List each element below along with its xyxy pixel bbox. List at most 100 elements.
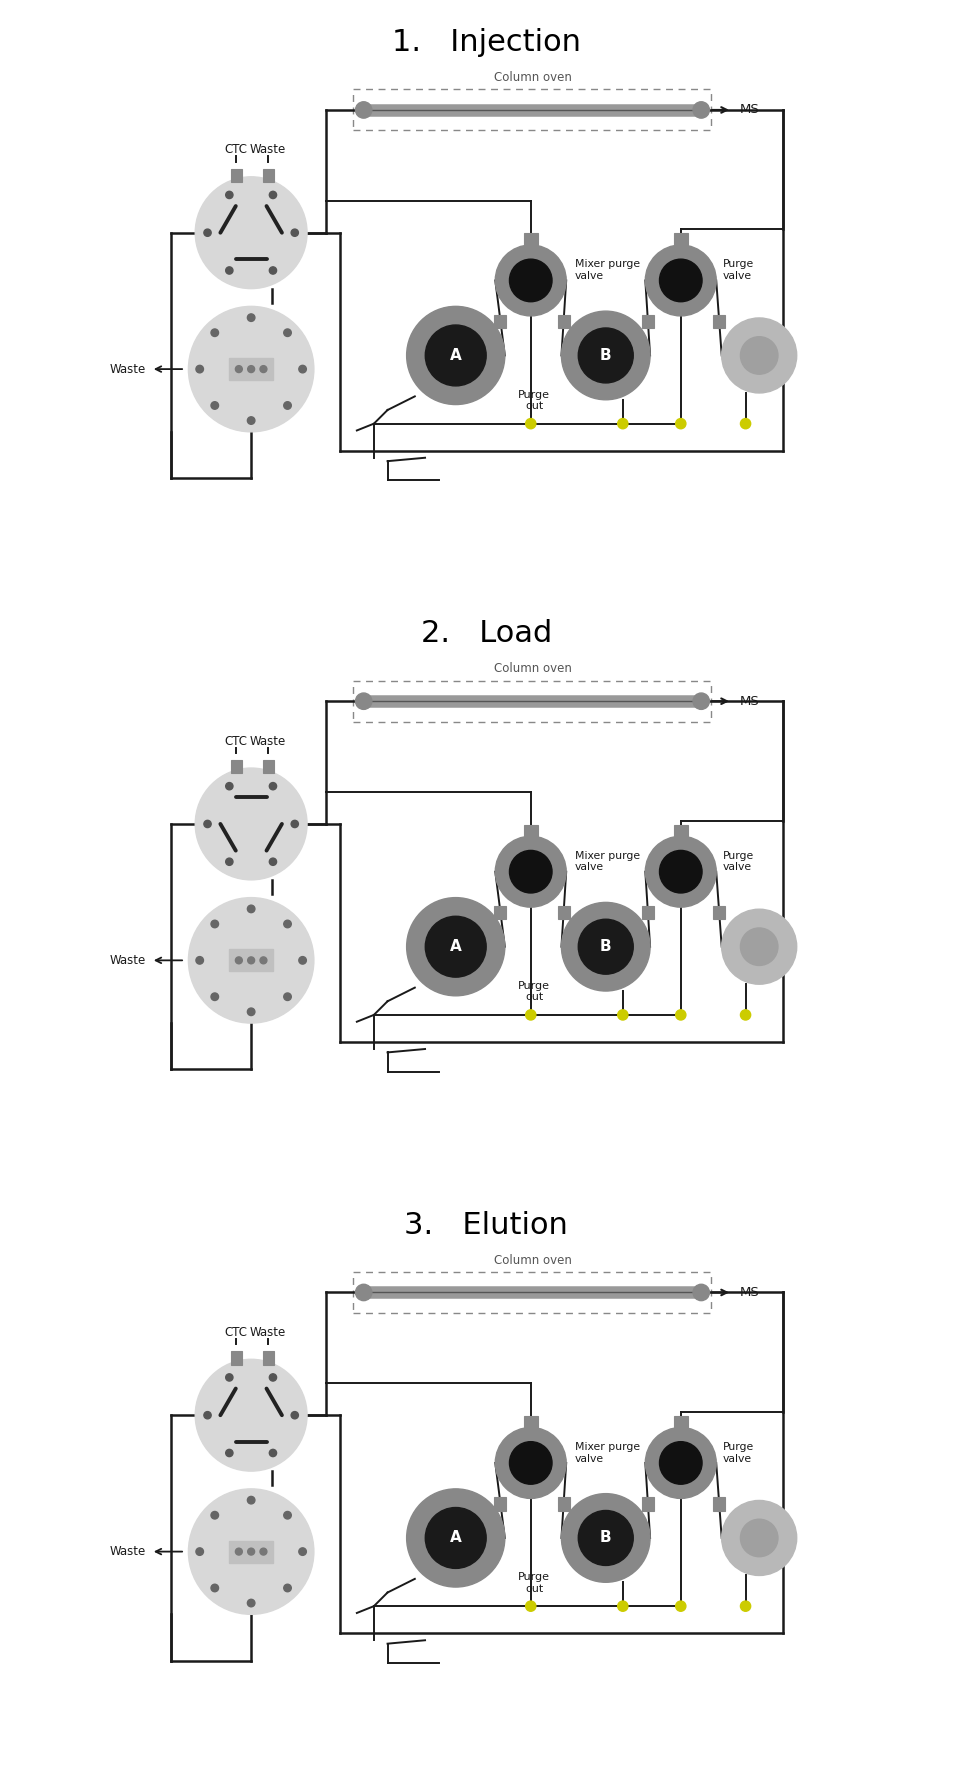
- Bar: [524, 1415, 537, 1431]
- Bar: [262, 1351, 274, 1365]
- Circle shape: [211, 329, 219, 336]
- Circle shape: [693, 692, 710, 710]
- Circle shape: [741, 419, 750, 429]
- Circle shape: [299, 365, 306, 372]
- Bar: [674, 233, 687, 249]
- Text: 2.   Load: 2. Load: [421, 619, 552, 648]
- Bar: [674, 825, 687, 839]
- Text: MS: MS: [741, 694, 760, 708]
- Text: B: B: [600, 939, 612, 954]
- Circle shape: [226, 859, 233, 866]
- Circle shape: [196, 957, 203, 964]
- Circle shape: [741, 928, 778, 966]
- Circle shape: [226, 1449, 233, 1456]
- Circle shape: [722, 1501, 797, 1576]
- Circle shape: [299, 957, 306, 964]
- Bar: [712, 315, 725, 327]
- Circle shape: [676, 419, 686, 429]
- Circle shape: [284, 993, 291, 1000]
- Circle shape: [235, 1547, 242, 1555]
- Text: Waste: Waste: [110, 954, 146, 966]
- Circle shape: [196, 1547, 203, 1555]
- Circle shape: [196, 177, 307, 288]
- Circle shape: [284, 403, 291, 410]
- Circle shape: [509, 1442, 552, 1485]
- Circle shape: [578, 1510, 633, 1565]
- Circle shape: [248, 365, 255, 372]
- Text: 1.   Injection: 1. Injection: [392, 29, 581, 57]
- Bar: [230, 1351, 242, 1365]
- Bar: [642, 1497, 653, 1510]
- Circle shape: [269, 1374, 277, 1381]
- Text: Waste: Waste: [250, 735, 287, 748]
- Text: Mixer purge
valve: Mixer purge valve: [575, 1442, 640, 1463]
- Circle shape: [561, 311, 650, 399]
- Circle shape: [659, 259, 702, 302]
- Text: 3.   Elution: 3. Elution: [405, 1211, 568, 1240]
- Circle shape: [189, 898, 314, 1023]
- Circle shape: [578, 327, 633, 383]
- Circle shape: [269, 859, 277, 866]
- Text: Waste: Waste: [250, 143, 287, 156]
- Circle shape: [509, 850, 552, 893]
- Circle shape: [355, 1285, 372, 1301]
- Circle shape: [407, 1488, 505, 1587]
- Circle shape: [425, 916, 486, 977]
- Text: A: A: [450, 347, 462, 363]
- Circle shape: [269, 267, 277, 274]
- Text: Purge
out: Purge out: [518, 980, 550, 1002]
- Circle shape: [526, 1601, 536, 1612]
- Circle shape: [646, 1428, 716, 1499]
- Bar: [674, 1415, 687, 1431]
- Bar: [494, 315, 506, 327]
- Circle shape: [425, 326, 486, 386]
- Circle shape: [235, 365, 242, 372]
- Circle shape: [211, 920, 219, 928]
- Bar: [229, 1540, 273, 1562]
- Circle shape: [646, 835, 716, 907]
- Text: Column oven: Column oven: [494, 662, 571, 674]
- Bar: [230, 168, 242, 182]
- Circle shape: [284, 920, 291, 928]
- Circle shape: [526, 1009, 536, 1020]
- Circle shape: [211, 1585, 219, 1592]
- Circle shape: [407, 306, 505, 404]
- Circle shape: [291, 821, 298, 828]
- Circle shape: [509, 259, 552, 302]
- Circle shape: [284, 1585, 291, 1592]
- Circle shape: [196, 365, 203, 372]
- Circle shape: [226, 782, 233, 789]
- Circle shape: [659, 1442, 702, 1485]
- Circle shape: [196, 767, 307, 880]
- Circle shape: [260, 957, 267, 964]
- Circle shape: [226, 191, 233, 199]
- Circle shape: [496, 835, 566, 907]
- Text: Column oven: Column oven: [494, 1254, 571, 1267]
- Bar: [229, 950, 273, 971]
- Circle shape: [269, 191, 277, 199]
- Text: Purge
valve: Purge valve: [723, 259, 754, 281]
- Circle shape: [741, 1009, 750, 1020]
- Text: MS: MS: [741, 104, 760, 116]
- Circle shape: [269, 782, 277, 789]
- Text: Purge
out: Purge out: [518, 390, 550, 411]
- Bar: [712, 905, 725, 920]
- Circle shape: [291, 229, 298, 236]
- Circle shape: [676, 1009, 686, 1020]
- Circle shape: [741, 1519, 778, 1556]
- Bar: [712, 1497, 725, 1510]
- Circle shape: [204, 821, 211, 828]
- Circle shape: [693, 102, 710, 118]
- Text: Purge
out: Purge out: [518, 1573, 550, 1594]
- Circle shape: [284, 329, 291, 336]
- Bar: [229, 358, 273, 379]
- Bar: [262, 760, 274, 773]
- Circle shape: [284, 1512, 291, 1519]
- Circle shape: [561, 1494, 650, 1581]
- Bar: [524, 233, 537, 249]
- Circle shape: [659, 850, 702, 893]
- Circle shape: [204, 1412, 211, 1419]
- Bar: [262, 168, 274, 182]
- Text: Purge
valve: Purge valve: [723, 1442, 754, 1463]
- Text: Purge
valve: Purge valve: [723, 850, 754, 873]
